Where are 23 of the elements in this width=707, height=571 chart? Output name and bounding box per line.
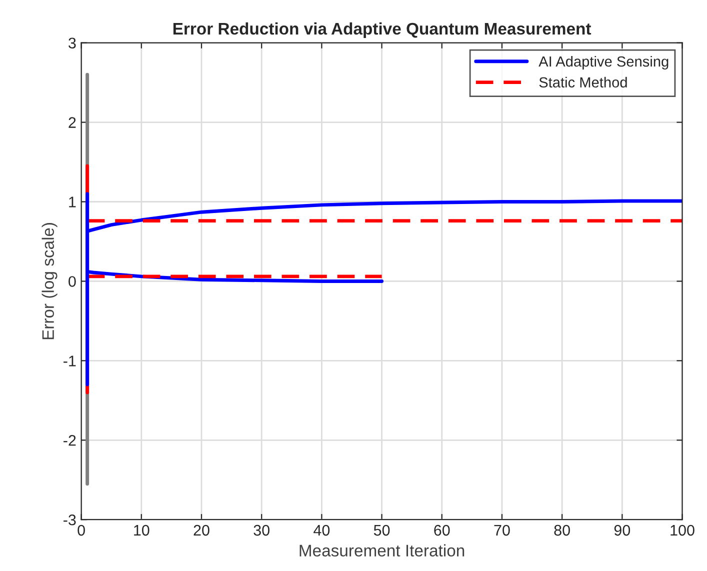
x-axis-title: Measurement Iteration bbox=[300, 544, 464, 557]
chart-title: Error Reduction via Adaptive Quantum Measurement bbox=[173, 22, 592, 38]
x-tick-label: 40 bbox=[314, 524, 330, 536]
legend-label: Static Method bbox=[539, 76, 627, 88]
y-tick-label: 3 bbox=[68, 38, 76, 49]
y-tick-label: -3 bbox=[64, 514, 76, 526]
y-tick-label: 0 bbox=[68, 276, 76, 287]
x-tick-label: 20 bbox=[194, 524, 210, 536]
x-tick-label: 80 bbox=[554, 524, 570, 536]
legend-label: AI Adaptive Sensing bbox=[538, 56, 668, 70]
y-axis-title: Error (log scale) bbox=[42, 222, 58, 340]
x-tick-label: 50 bbox=[374, 524, 390, 536]
x-tick-label: 100 bbox=[670, 524, 694, 536]
x-tick-label: 70 bbox=[494, 524, 510, 536]
x-tick-label: 90 bbox=[614, 524, 630, 536]
y-tick-label: 2 bbox=[68, 117, 76, 128]
y-tick-label: -1 bbox=[64, 356, 76, 366]
x-tick-label: 0 bbox=[78, 524, 85, 536]
x-tick-label: 60 bbox=[434, 524, 450, 536]
y-tick-label: 1 bbox=[69, 196, 76, 208]
y-tick-label: -2 bbox=[64, 435, 76, 446]
x-tick-label: 30 bbox=[254, 524, 270, 536]
x-tick-label: 10 bbox=[134, 524, 150, 536]
